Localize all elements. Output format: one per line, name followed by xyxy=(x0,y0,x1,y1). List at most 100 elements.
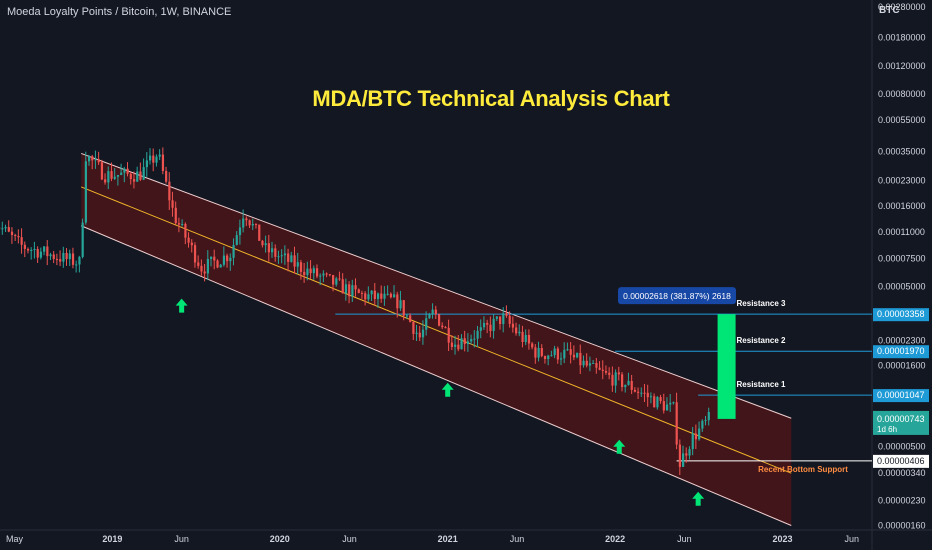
channel-upper-line xyxy=(81,152,792,419)
candle-body xyxy=(62,252,65,262)
candle-body xyxy=(14,234,17,237)
candle-body xyxy=(277,256,280,258)
candle-body xyxy=(357,289,360,293)
candle-body xyxy=(235,235,238,245)
last-price-value: 0.00000743 xyxy=(877,414,925,424)
candle-body xyxy=(139,171,142,180)
candle-body xyxy=(601,369,604,371)
candle-body xyxy=(78,256,81,265)
candle-body xyxy=(26,248,30,251)
candle-body xyxy=(306,268,309,276)
candle-body xyxy=(672,402,675,404)
resistance-price-badge xyxy=(873,389,929,403)
resistance-price-value: 0.00001047 xyxy=(877,390,925,400)
candle-body xyxy=(418,332,421,338)
candle-body xyxy=(527,334,531,344)
price-tick-label: 0.00000500 xyxy=(878,441,926,451)
candle-body xyxy=(665,404,669,411)
candle-body xyxy=(328,274,332,276)
candle-body xyxy=(129,173,132,180)
candle-body xyxy=(611,374,614,386)
candle-body xyxy=(155,156,158,163)
time-tick-label: 2020 xyxy=(270,534,290,544)
candle-body xyxy=(543,356,547,359)
candle-body xyxy=(505,313,508,316)
candle-body xyxy=(511,323,515,328)
candle-body xyxy=(691,433,694,450)
candle-body xyxy=(495,316,498,319)
candle-body xyxy=(319,275,322,277)
candle-body xyxy=(556,348,559,360)
candle-body xyxy=(94,159,97,161)
candle-body xyxy=(457,344,460,350)
candle-body xyxy=(280,255,283,257)
price-tick-label: 0.00000160 xyxy=(878,521,926,531)
candle-body xyxy=(315,268,319,277)
candle-body xyxy=(466,341,470,345)
up-arrow-icon xyxy=(613,439,626,454)
candle-body xyxy=(303,271,306,276)
candle-body xyxy=(688,449,691,456)
candle-body xyxy=(181,223,184,225)
candle-body xyxy=(482,322,486,328)
candle-body xyxy=(479,327,482,331)
candle-body xyxy=(473,338,476,340)
candle-body xyxy=(617,372,620,375)
candle-body xyxy=(598,367,601,370)
candle-body xyxy=(441,325,444,328)
candle-body xyxy=(662,401,665,411)
candle-body xyxy=(396,294,399,309)
candle-body xyxy=(10,231,14,235)
resistance-label: Resistance 3 xyxy=(737,299,786,308)
price-tick-label: 0.00016000 xyxy=(878,201,926,211)
time-tick-label: Jun xyxy=(174,534,189,544)
candle-body xyxy=(116,174,120,177)
candle-body xyxy=(694,433,698,440)
candle-body xyxy=(261,240,264,246)
candle-body xyxy=(168,181,171,201)
candle-body xyxy=(563,349,566,359)
candle-body xyxy=(344,284,348,294)
candle-body xyxy=(376,293,380,299)
candle-body xyxy=(383,293,386,299)
measure-label-box xyxy=(618,287,736,305)
candle-body xyxy=(470,339,473,342)
candle-body xyxy=(518,331,521,334)
channel-mid-line xyxy=(81,186,792,474)
channel-lower-line xyxy=(80,225,792,526)
price-tick-label: 0.00023000 xyxy=(878,176,926,186)
candle-body xyxy=(569,349,572,355)
candle-body xyxy=(226,255,229,262)
candle-body xyxy=(704,420,707,422)
candle-body xyxy=(547,355,550,359)
time-tick-label: Jun xyxy=(510,534,525,544)
candle-body xyxy=(370,290,373,295)
candle-body xyxy=(206,258,209,274)
support-label: Recent Bottom Support xyxy=(758,465,848,474)
candle-body xyxy=(30,249,33,251)
candle-body xyxy=(486,322,489,325)
price-tick-label: 0.00000340 xyxy=(878,468,926,478)
candle-body xyxy=(216,260,219,268)
up-arrow-icon xyxy=(692,491,705,506)
candle-body xyxy=(559,358,563,360)
candle-body xyxy=(595,362,598,368)
candle-body xyxy=(489,324,492,331)
candle-body xyxy=(283,253,287,256)
candle-body xyxy=(521,331,524,343)
candle-body xyxy=(165,170,168,182)
candle-body xyxy=(81,222,84,257)
candle-body xyxy=(649,396,653,398)
candle-body xyxy=(614,372,617,386)
candle-body xyxy=(621,374,624,388)
candle-body xyxy=(627,380,630,385)
candle-body xyxy=(142,167,145,180)
candle-body xyxy=(656,397,659,408)
candle-body xyxy=(646,392,649,398)
candle-body xyxy=(136,171,139,182)
candle-body xyxy=(271,248,274,253)
candle-body xyxy=(588,363,592,366)
candle-body xyxy=(389,293,393,298)
candle-body xyxy=(633,389,637,392)
